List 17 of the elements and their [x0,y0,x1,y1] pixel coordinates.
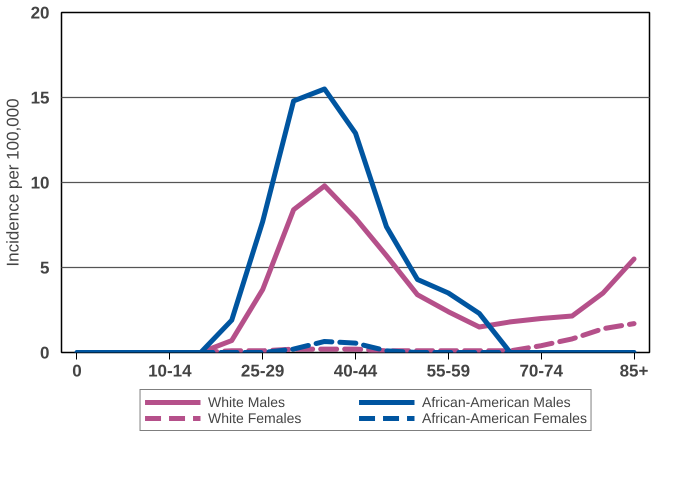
x-tick-label: 70-74 [519,362,564,380]
legend-label: White Females [208,410,302,426]
legend-label: White Males [208,394,286,410]
x-tick-label: 0 [72,362,82,380]
x-tick-label: 40-44 [334,362,378,380]
y-tick-label: 20 [30,4,50,22]
legend-label: African-American Males [422,394,572,410]
y-tick-label: 5 [40,258,50,278]
x-tick-label: 85+ [620,362,649,380]
y-tick-label: 10 [30,174,50,192]
y-tick-label: 0 [40,344,50,362]
legend-label: African-American Females [422,410,587,426]
x-tick-label: 10-14 [148,362,192,380]
y-tick-label: 15 [30,88,50,108]
x-tick-label: 25-29 [240,362,284,380]
x-tick-label: 55-59 [426,362,470,380]
y-axis-title: Incidence per 100,000 [4,98,23,267]
